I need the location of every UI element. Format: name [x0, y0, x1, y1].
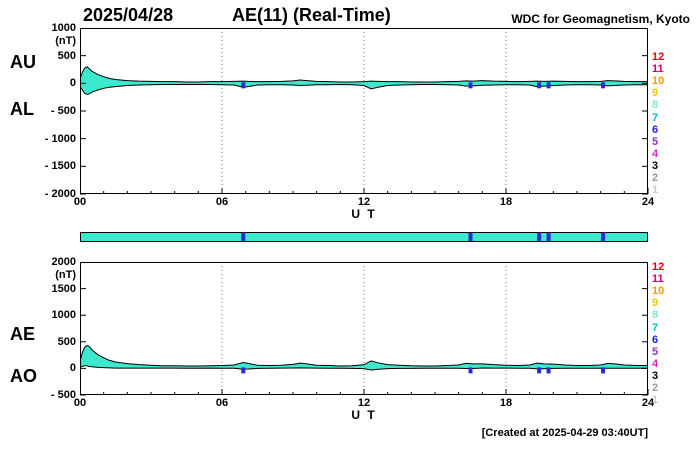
top-y-tick-label: - 1500 — [44, 160, 76, 173]
created-timestamp: [Created at 2025-04-29 03:40UT] — [481, 427, 648, 439]
source-label: WDC for Geomagnetism, Kyoto — [511, 12, 690, 26]
plot-border — [80, 262, 648, 395]
AU-trace — [80, 66, 648, 83]
top-y-axis-unit: (nT) — [55, 35, 76, 47]
availability-gap-mark — [468, 233, 473, 241]
top-x-tick-label: 06 — [215, 196, 229, 208]
ao-index-label: AO — [10, 366, 37, 386]
al-index-label: AL — [10, 99, 34, 119]
top-y-tick-label: - 2000 — [44, 188, 76, 200]
top-x-tick-label: 00 — [73, 196, 87, 208]
bottom-x-tick-label: 24 — [641, 397, 655, 409]
top-station-number-6: 6 — [652, 123, 659, 136]
top-panel-au-al-chart — [80, 28, 649, 195]
bottom-station-number-6: 6 — [652, 333, 659, 346]
ae-index-label: AE — [10, 324, 36, 344]
bottom-station-number-1: 1 — [652, 394, 659, 407]
au-index-label: AU — [10, 52, 36, 72]
bottom-area-fill — [80, 345, 648, 370]
availability-gap-mark — [601, 233, 606, 241]
top-y-tick-label: 0 — [69, 77, 76, 90]
bottom-x-tick-label: 12 — [357, 397, 371, 409]
page-title: AE(11) (Real-Time) — [232, 5, 391, 25]
bottom-y-tick-label: 1500 — [51, 282, 76, 295]
station-gap-mark — [241, 367, 246, 374]
plot-border — [80, 28, 648, 194]
bottom-y-tick-label: 0 — [69, 362, 76, 375]
top-y-tick-label: - 1000 — [44, 132, 76, 145]
station-gap-mark — [546, 82, 551, 89]
top-station-number-7: 7 — [652, 111, 659, 124]
top-x-tick-label: 18 — [499, 196, 513, 208]
bottom-y-tick-label: 500 — [57, 335, 76, 348]
bottom-station-number-12: 12 — [652, 261, 665, 273]
top-station-number-4: 4 — [652, 147, 659, 160]
station-gap-mark — [537, 82, 542, 89]
station-gap-mark — [468, 82, 473, 89]
bottom-x-tick-label: 06 — [215, 397, 229, 409]
top-y-tick-label: 500 — [57, 49, 76, 62]
station-gap-mark — [601, 82, 606, 89]
bottom-station-number-9: 9 — [652, 297, 659, 310]
availability-bar-fill — [80, 232, 648, 242]
station-gap-mark — [546, 367, 551, 374]
station-gap-mark — [537, 367, 542, 374]
bottom-x-tick-label: 00 — [73, 397, 87, 409]
top-station-number-2: 2 — [652, 172, 659, 184]
availability-gap-mark — [241, 233, 246, 241]
top-x-tick-label: 24 — [641, 196, 655, 208]
AO-trace — [80, 365, 648, 371]
top-station-number-11: 11 — [652, 63, 664, 76]
top-x-tick-label: 12 — [357, 196, 371, 208]
bottom-y-axis-unit: (nT) — [55, 269, 76, 281]
bottom-x-tick-label: 18 — [499, 397, 513, 409]
station-gap-mark — [601, 367, 606, 374]
top-station-number-10: 10 — [652, 75, 665, 88]
bottom-station-number-2: 2 — [652, 382, 659, 394]
bottom-station-number-5: 5 — [652, 345, 659, 358]
top-x-axis-title: U T — [351, 207, 377, 221]
bottom-y-tick-label: - 500 — [50, 389, 76, 401]
station-gap-mark — [468, 367, 473, 374]
bottom-station-number-7: 7 — [652, 321, 659, 334]
station-gap-mark — [241, 82, 246, 89]
top-station-number-1: 1 — [652, 184, 659, 197]
bottom-station-number-11: 11 — [652, 273, 664, 286]
bottom-x-axis-title: U T — [351, 408, 377, 422]
top-station-number-12: 12 — [652, 51, 665, 63]
bottom-station-number-8: 8 — [652, 309, 659, 322]
bottom-station-number-4: 4 — [652, 357, 659, 370]
top-y-tick-label: 1000 — [51, 22, 76, 34]
top-y-tick-label: - 500 — [50, 105, 76, 117]
AL-trace — [80, 83, 648, 95]
bottom-y-tick-label: 2000 — [51, 256, 76, 268]
data-availability-bar — [80, 232, 648, 242]
top-station-number-8: 8 — [652, 99, 659, 112]
top-station-number-9: 9 — [652, 87, 659, 100]
bottom-station-number-10: 10 — [652, 285, 665, 298]
availability-gap-mark — [546, 233, 551, 241]
AE-trace — [80, 344, 648, 367]
top-station-number-3: 3 — [652, 159, 659, 172]
top-station-number-5: 5 — [652, 135, 659, 148]
bottom-panel-ae-ao-chart — [80, 262, 649, 396]
availability-gap-mark — [537, 233, 542, 241]
bottom-station-number-3: 3 — [652, 369, 659, 382]
date-label: 2025/04/28 — [83, 5, 174, 25]
bottom-y-tick-label: 1000 — [51, 309, 76, 322]
